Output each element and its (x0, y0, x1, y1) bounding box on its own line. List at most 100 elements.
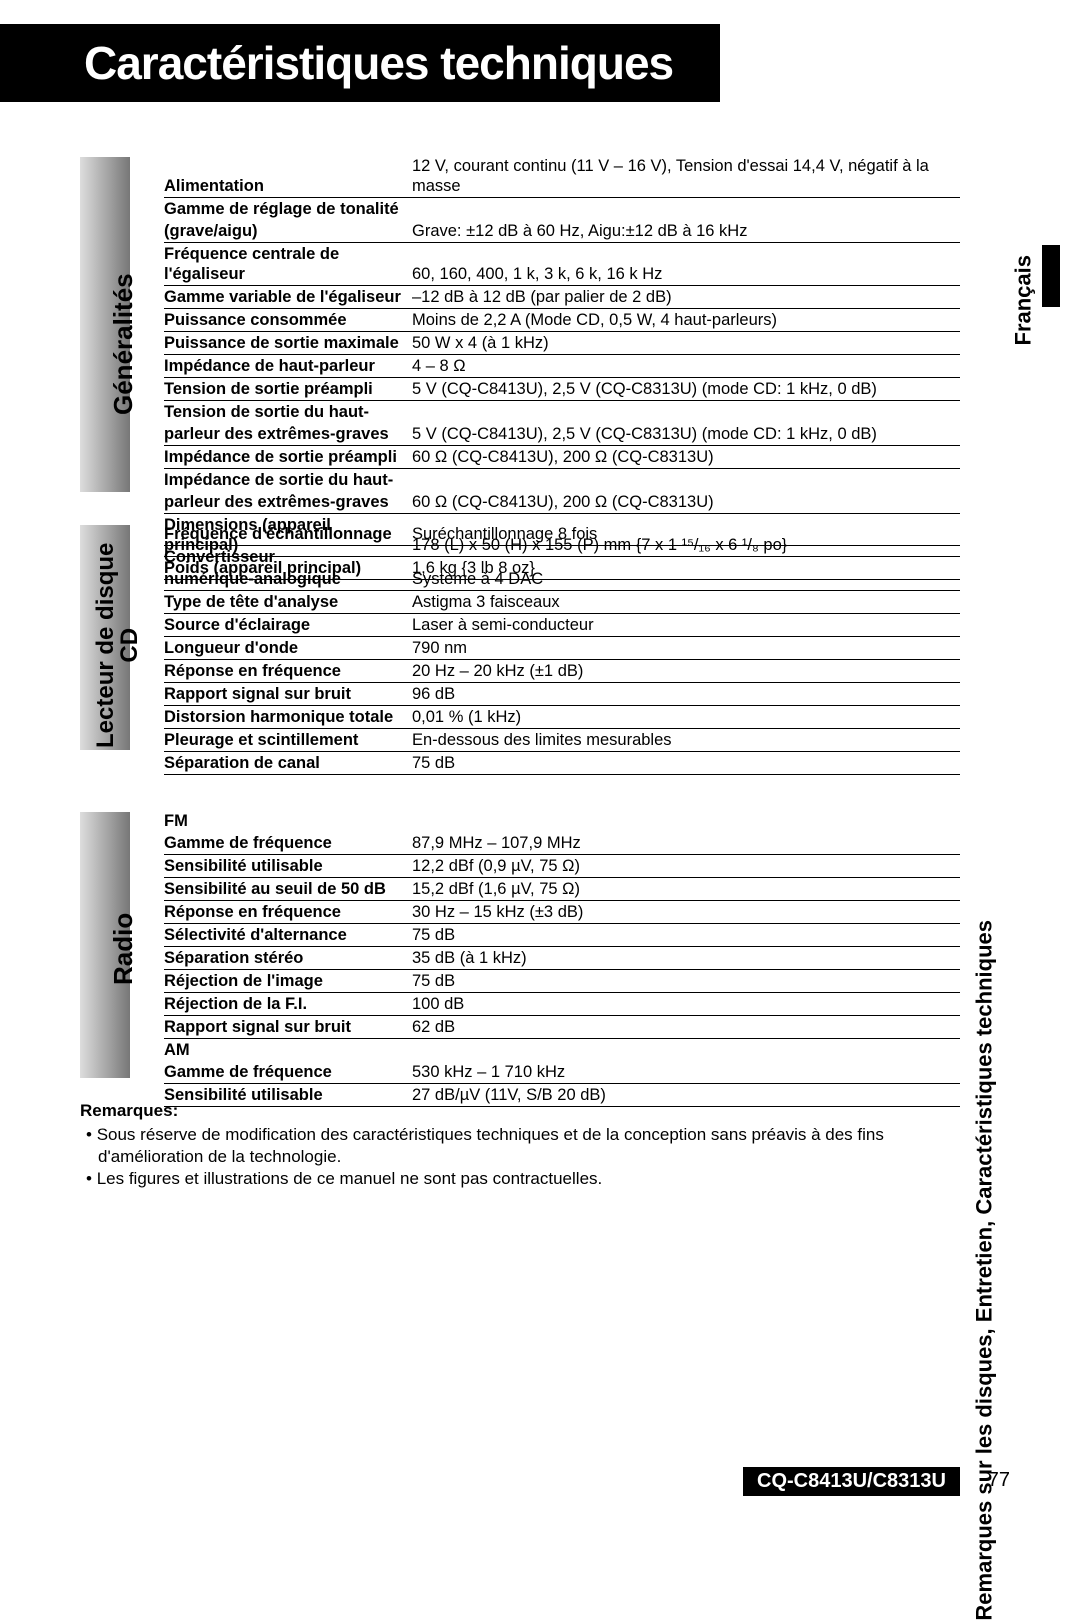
band-heading: FM (164, 810, 960, 832)
table-row: Sélectivité d'alternance75 dB (164, 924, 960, 947)
spec-value: 12 V, courant continu (11 V – 16 V), Ten… (412, 155, 960, 198)
spec-label: (grave/aigu) (164, 220, 412, 243)
remarks-block: Remarques: Sous réserve de modification … (80, 1100, 920, 1190)
spec-label: Puissance consommée (164, 309, 412, 332)
spec-value: 0,01 % (1 kHz) (412, 706, 960, 729)
spec-label: Pleurage et scintillement (164, 729, 412, 752)
table-row: Impédance de sortie préampli60 Ω (CQ-C84… (164, 446, 960, 469)
spec-value: 100 dB (412, 993, 960, 1016)
table-row: Gamme de réglage de tonalité (164, 198, 960, 221)
section-label-cd-line1: Lecteur de disque (92, 543, 119, 748)
spec-value: Laser à semi-conducteur (412, 614, 960, 637)
spec-value: 50 W x 4 (à 1 kHz) (412, 332, 960, 355)
spec-label: Gamme de réglage de tonalité (164, 198, 412, 221)
language-tab: Français (1010, 255, 1036, 346)
spec-label: Rapport signal sur bruit (164, 1016, 412, 1039)
spec-label: Distorsion harmonique totale (164, 706, 412, 729)
spec-label: Convertisseur (164, 546, 412, 569)
footer-model: CQ-C8413U/C8313U (743, 1467, 960, 1496)
spec-value: –12 dB à 12 dB (par palier de 2 dB) (412, 286, 960, 309)
spec-value: 790 nm (412, 637, 960, 660)
spec-value (412, 546, 960, 569)
spec-label: numérique-analogique (164, 568, 412, 591)
spec-value (412, 198, 960, 221)
spec-value: 530 kHz – 1 710 kHz (412, 1061, 960, 1084)
table-row: Source d'éclairageLaser à semi-conducteu… (164, 614, 960, 637)
spec-label: Rapport signal sur bruit (164, 683, 412, 706)
table-row: AM (164, 1039, 960, 1062)
table-row: Distorsion harmonique totale0,01 % (1 kH… (164, 706, 960, 729)
spec-value: 87,9 MHz – 107,9 MHz (412, 832, 960, 855)
table-row: FM (164, 810, 960, 832)
spec-label: Réjection de la F.I. (164, 993, 412, 1016)
section-label-cd-line2: CD (116, 628, 143, 663)
spec-value: 35 dB (à 1 kHz) (412, 947, 960, 970)
table-row: Puissance consomméeMoins de 2,2 A (Mode … (164, 309, 960, 332)
page-number: 77 (988, 1469, 1010, 1492)
spec-value: 15,2 dBf (1,6 µV, 75 Ω) (412, 878, 960, 901)
edge-index-mark (1042, 245, 1060, 307)
page-title-bar: Caractéristiques techniques (0, 24, 720, 102)
spec-value: 5 V (CQ-C8413U), 2,5 V (CQ-C8313U) (mode… (412, 378, 960, 401)
table-row: Réponse en fréquence30 Hz – 15 kHz (±3 d… (164, 901, 960, 924)
spec-value: 12,2 dBf (0,9 µV, 75 Ω) (412, 855, 960, 878)
table-cd: Fréquence d'échantillonnageSuréchantillo… (164, 523, 960, 775)
spec-label: Alimentation (164, 155, 412, 198)
spec-value: 75 dB (412, 752, 960, 775)
remarks-heading: Remarques: (80, 1100, 920, 1122)
table-general: Alimentation12 V, courant continu (11 V … (164, 155, 960, 580)
table-row: Gamme de fréquence87,9 MHz – 107,9 MHz (164, 832, 960, 855)
table-row: Convertisseur (164, 546, 960, 569)
spec-label: Fréquence centrale de l'égaliseur (164, 243, 412, 286)
spec-label: Séparation de canal (164, 752, 412, 775)
spec-label: parleur des extrêmes-graves (164, 423, 412, 446)
spec-value: Suréchantillonnage 8 fois (412, 523, 960, 546)
spec-label: parleur des extrêmes-graves (164, 491, 412, 514)
spec-label: Gamme de fréquence (164, 1061, 412, 1084)
table-row: Pleurage et scintillementEn-dessous des … (164, 729, 960, 752)
table-row: Réjection de l'image75 dB (164, 970, 960, 993)
table-row: Impédance de sortie du haut- (164, 469, 960, 492)
table-radio: FMGamme de fréquence87,9 MHz – 107,9 MHz… (164, 810, 960, 1107)
section-label-general: Généralités (108, 273, 139, 415)
page-footer: CQ-C8413U/C8313U 77 (0, 1464, 1080, 1496)
spec-value: 5 V (CQ-C8413U), 2,5 V (CQ-C8313U) (mode… (412, 423, 960, 446)
table-row: Tension de sortie préampli5 V (CQ-C8413U… (164, 378, 960, 401)
spec-value: 60, 160, 400, 1 k, 3 k, 6 k, 16 k Hz (412, 243, 960, 286)
table-row: Fréquence d'échantillonnageSuréchantillo… (164, 523, 960, 546)
spec-value: 60 Ω (CQ-C8413U), 200 Ω (CQ-C8313U) (412, 491, 960, 514)
spec-label: Longueur d'onde (164, 637, 412, 660)
spec-value: 62 dB (412, 1016, 960, 1039)
remarks-item: Sous réserve de modification des caracté… (80, 1124, 920, 1168)
spec-label: Sélectivité d'alternance (164, 924, 412, 947)
spec-value: 60 Ω (CQ-C8413U), 200 Ω (CQ-C8313U) (412, 446, 960, 469)
table-row: Puissance de sortie maximale50 W x 4 (à … (164, 332, 960, 355)
table-row: Type de tête d'analyseAstigma 3 faisceau… (164, 591, 960, 614)
remarks-list: Sous réserve de modification des caracté… (80, 1124, 920, 1190)
spec-label: Sensibilité utilisable (164, 855, 412, 878)
table-row: Gamme de fréquence530 kHz – 1 710 kHz (164, 1061, 960, 1084)
spec-label: Gamme de fréquence (164, 832, 412, 855)
table-row: Rapport signal sur bruit96 dB (164, 683, 960, 706)
table-row: Alimentation12 V, courant continu (11 V … (164, 155, 960, 198)
spec-value: Moins de 2,2 A (Mode CD, 0,5 W, 4 haut-p… (412, 309, 960, 332)
spec-value: 30 Hz – 15 kHz (±3 dB) (412, 901, 960, 924)
spec-label: Tension de sortie préampli (164, 378, 412, 401)
spec-label: Sensibilité au seuil de 50 dB (164, 878, 412, 901)
page-title: Caractéristiques techniques (0, 24, 720, 90)
spec-label: Réponse en fréquence (164, 660, 412, 683)
table-row: numérique-analogiqueSystème à 4 DAC (164, 568, 960, 591)
table-row: Longueur d'onde790 nm (164, 637, 960, 660)
remarks-item: Les figures et illustrations de ce manue… (80, 1168, 920, 1190)
spec-value: 4 – 8 Ω (412, 355, 960, 378)
table-row: parleur des extrêmes-graves5 V (CQ-C8413… (164, 423, 960, 446)
section-label-cd: Lecteur de disque CD (94, 543, 142, 748)
spec-label: Impédance de haut-parleur (164, 355, 412, 378)
band-heading: AM (164, 1039, 960, 1062)
spec-label: Impédance de sortie préampli (164, 446, 412, 469)
spec-value (412, 401, 960, 424)
spec-value: En-dessous des limites mesurables (412, 729, 960, 752)
table-row: Réjection de la F.I.100 dB (164, 993, 960, 1016)
table-row: Séparation stéréo35 dB (à 1 kHz) (164, 947, 960, 970)
table-row: Sensibilité au seuil de 50 dB15,2 dBf (1… (164, 878, 960, 901)
